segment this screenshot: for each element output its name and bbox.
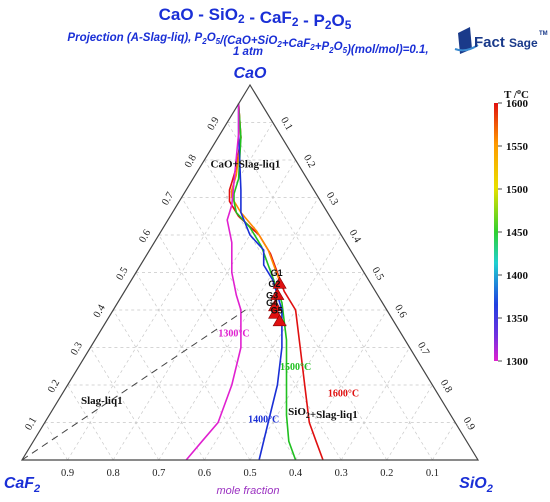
tick-label-caf2: 0.9 [61,468,74,479]
vertex-label-caf2: CaF2 [4,475,40,495]
grid-line [44,422,68,461]
tick-label-caf2: 0.3 [335,468,348,479]
sample-label: G1 [271,268,283,278]
colorbar-tick-label: 1400 [506,270,529,282]
tick-label-cao: 0.4 [92,302,108,320]
dashed-line [21,309,246,461]
axis-caption: mole fraction [217,485,280,497]
grid-line [135,272,251,461]
isotherm-labels: 1300°C 1400°C 1500°C 1600°C [218,328,359,425]
tick-label-cao: 0.2 [46,378,62,395]
ternary-grid [44,122,456,461]
temperature-colorbar: T /oC 1600 1550 1500 1450 1400 1350 1300 [494,87,529,368]
vertex-label-sio2: SiO2 [459,475,493,495]
sample-marker [272,314,287,327]
logo-tm: TM [539,31,548,37]
tick-label-cao: 0.3 [69,341,85,358]
chart-title: CaO - SiO2 - CaF2 - P2O5 [159,5,352,32]
tick-label-caf2: 0.6 [198,468,211,479]
grid-line [90,347,160,461]
vertex-label-cao: CaO [234,65,267,82]
isotherm-curve-1500 [233,103,297,461]
isotherm-curve-1550 [231,103,283,288]
ternary-triangle [20,83,480,461]
tick-label-sio2: 0.6 [392,303,408,320]
tick-label-sio2: 0.7 [415,341,431,358]
sample-label: G2 [268,279,280,289]
factsage-logo-mark [458,27,472,54]
colorbar-gradient [494,103,498,361]
tick-label-cao: 0.6 [137,228,153,245]
sample-marker [270,287,285,300]
sample-label: G4 [266,298,278,308]
grid-line [112,309,205,461]
region-label: SiO2+Slag-liq1 [288,406,358,421]
grid-line [432,422,456,461]
colorbar-tick-label: 1350 [506,313,529,325]
chart-subtitle-line-2: 1 atm [233,46,263,58]
sample-marker [272,276,287,289]
factsage-logo-swoosh [454,44,479,52]
tick-label-cao: 0.5 [115,266,131,283]
grid-line [67,384,114,461]
logo-fact: Fact [474,34,505,51]
colorbar-tick-label: 1450 [506,227,529,239]
tick-label-sio2: 0.3 [324,191,340,208]
isotherm-label: 1600°C [328,388,359,399]
tick-label-sio2: 0.5 [369,266,385,283]
tick-label-sio2: 0.1 [278,116,294,133]
phase-region-labels: CaO+Slag-liq1 Slag-liq1 SiO2+Slag-liq1 [81,159,358,422]
isotherm-curve-1400 [237,103,283,461]
grid-line [67,122,274,461]
isotherm-curves [185,103,324,461]
sample-label: G5 [271,305,283,315]
tick-label-caf2: 0.2 [380,468,393,479]
tick-label-sio2: 0.9 [461,416,477,433]
tick-label-cao: 0.7 [160,191,176,208]
tick-label-caf2: 0.1 [426,468,439,479]
region-label: CaO+Slag-liq1 [211,159,281,171]
colorbar-tick-label: 1550 [506,141,529,153]
tick-label-caf2: 0.4 [289,468,303,479]
tick-label-cao: 0.8 [183,153,199,170]
grid-line [340,347,410,461]
sample-marker [268,306,283,319]
tick-label-sio2: 0.4 [347,228,363,246]
tick-label-cao: 0.1 [23,416,39,433]
isotherm-curve-1300 [185,103,242,461]
grid-line [295,309,388,461]
isotherm-label: 1400°C [248,415,279,426]
colorbar-tick-label: 1300 [506,356,529,368]
tick-label-sio2: 0.2 [301,153,317,170]
tick-label-caf2: 0.5 [243,468,256,479]
sample-label: G3 [266,290,278,300]
region-label: Slag-liq1 [81,395,123,407]
colorbar-tick-label: 1500 [506,184,529,196]
factsage-logo: Fact Sage TM [454,27,548,54]
grid-line [249,272,365,461]
tick-label-cao: 0.9 [206,116,222,133]
tick-label-sio2: 0.8 [438,378,454,395]
isotherm-label: 1500°C [280,362,311,373]
isotherm-label: 1300°C [218,328,249,339]
ternary-frame [20,83,480,461]
tick-label-caf2: 0.8 [107,468,120,479]
colorbar-tick-label: 1600 [506,98,529,110]
dashed-join-line [21,309,246,461]
colorbar-title: T /oC [504,87,529,101]
grid-line [386,384,433,461]
logo-sage: Sage [509,36,538,50]
tick-label-caf2: 0.7 [152,468,165,479]
